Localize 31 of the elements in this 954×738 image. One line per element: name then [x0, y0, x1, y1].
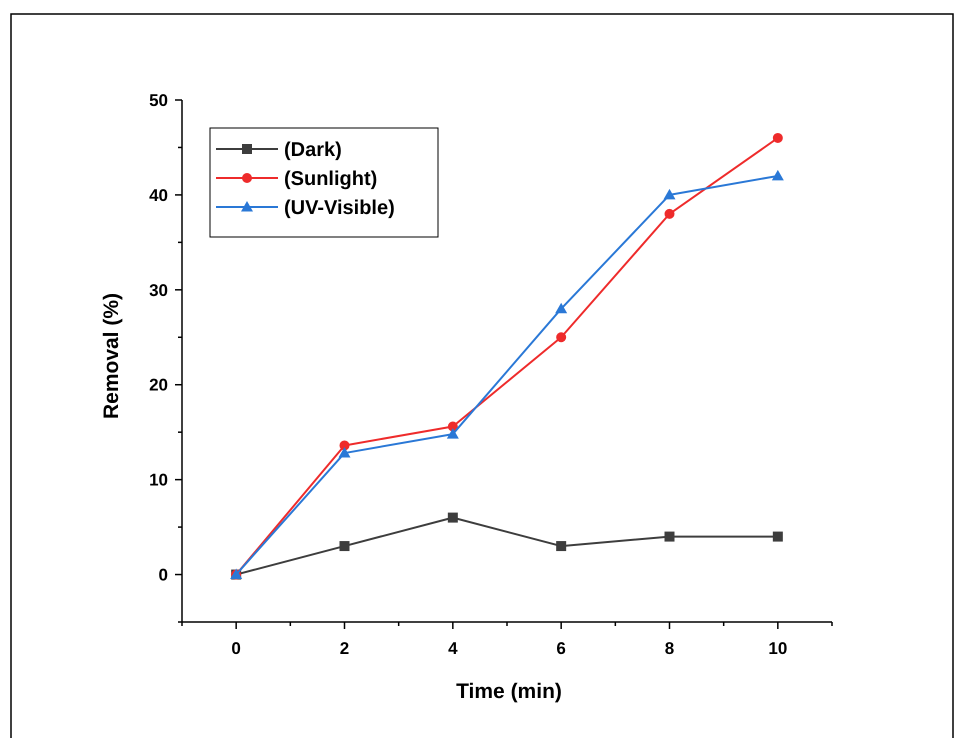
x-tick-label: 0 [231, 639, 241, 658]
y-tick-label: 50 [149, 91, 168, 110]
point [772, 532, 783, 542]
y-tick-label: 20 [149, 376, 168, 395]
point [556, 332, 566, 342]
x-tick-label: 2 [340, 639, 350, 658]
x-tick-label: 4 [448, 639, 458, 658]
point [340, 440, 350, 450]
x-tick-label: 10 [768, 639, 788, 658]
y-axis-title: Removal (%) [100, 292, 123, 420]
point [446, 428, 459, 439]
point [338, 447, 350, 458]
legend-label: (UV-Visible) [284, 197, 395, 219]
y-tick-label: 40 [149, 186, 168, 205]
x-tick-label: 6 [556, 639, 566, 658]
point [340, 541, 350, 552]
point [556, 541, 566, 552]
legend-label: (Dark) [284, 139, 342, 161]
x-axis-title: Time (min) [456, 680, 562, 703]
point [664, 188, 676, 200]
point [664, 532, 674, 542]
legend-label: (Sunlight) [284, 168, 378, 190]
point [772, 170, 784, 180]
x-tick-label: 8 [664, 639, 674, 658]
y-tick-label: 0 [158, 566, 168, 585]
point [664, 208, 674, 219]
point [555, 302, 568, 314]
point [772, 132, 783, 143]
y-tick-label: 10 [149, 470, 168, 490]
point [448, 512, 458, 523]
y-tick-label: 30 [149, 280, 168, 300]
